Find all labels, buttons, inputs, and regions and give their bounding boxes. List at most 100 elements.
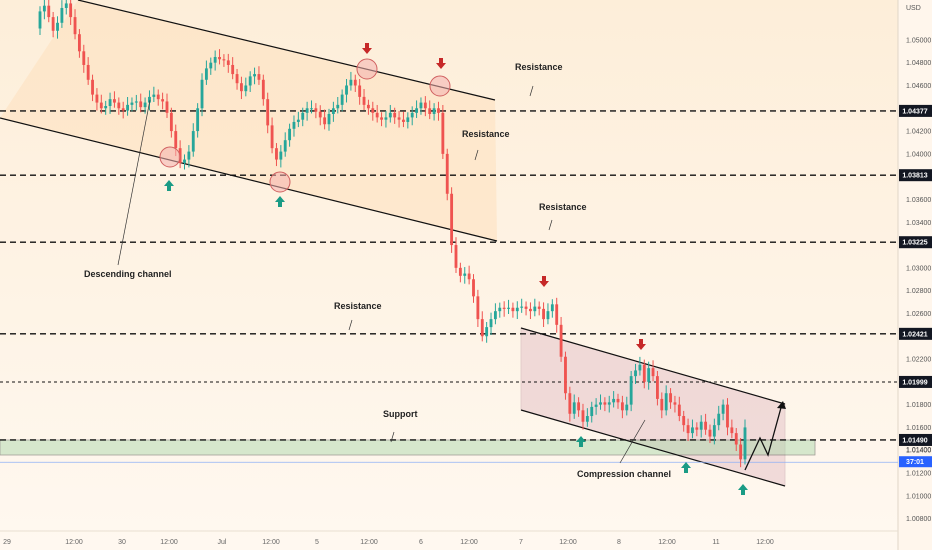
candle-body[interactable] (275, 148, 278, 160)
candle-body[interactable] (64, 3, 68, 8)
candle-body[interactable] (660, 398, 664, 411)
candle-body[interactable] (734, 433, 738, 445)
candle-body[interactable] (629, 376, 633, 405)
candle-body[interactable] (77, 34, 81, 52)
candle-body[interactable] (739, 444, 743, 460)
candle-body[interactable] (642, 364, 646, 382)
candle-body[interactable] (691, 427, 694, 434)
candle-body[interactable] (51, 17, 55, 31)
candle-body[interactable] (371, 108, 375, 113)
candle-body[interactable] (529, 308, 532, 312)
candle-body[interactable] (419, 102, 423, 109)
candle-body[interactable] (375, 112, 379, 118)
candle-body[interactable] (542, 308, 545, 320)
candle-body[interactable] (314, 108, 318, 112)
candle-body[interactable] (200, 79, 204, 109)
candle-body[interactable] (42, 5, 46, 12)
candle-body[interactable] (152, 94, 156, 97)
candle-body[interactable] (651, 368, 655, 377)
candle-body[interactable] (655, 376, 659, 399)
candle-body[interactable] (60, 7, 64, 23)
candle-body[interactable] (358, 85, 362, 97)
candle-body[interactable] (108, 99, 112, 106)
candle-body[interactable] (231, 64, 235, 75)
candle-body[interactable] (559, 324, 563, 357)
candle-body[interactable] (349, 79, 353, 86)
candle-body[interactable] (244, 85, 248, 92)
candle-body[interactable] (664, 393, 668, 411)
candle-body[interactable] (638, 364, 642, 371)
candle-body[interactable] (634, 370, 637, 377)
candle-body[interactable] (458, 267, 462, 276)
candle-body[interactable] (187, 151, 191, 160)
candle-body[interactable] (226, 60, 230, 65)
candle-body[interactable] (126, 104, 130, 111)
candle-body[interactable] (603, 402, 607, 405)
candle-body[interactable] (428, 108, 432, 114)
candle-body[interactable] (143, 102, 147, 108)
candle-body[interactable] (445, 153, 449, 194)
candle-body[interactable] (266, 99, 270, 126)
candle-body[interactable] (480, 319, 484, 337)
candle-body[interactable] (174, 131, 178, 149)
candle-body[interactable] (568, 393, 572, 414)
candle-body[interactable] (520, 306, 524, 308)
candle-body[interactable] (454, 245, 458, 268)
candle-body[interactable] (310, 108, 313, 110)
candle-body[interactable] (432, 108, 436, 114)
candle-body[interactable] (695, 427, 699, 430)
candle-body[interactable] (515, 307, 519, 312)
candle-body[interactable] (673, 402, 677, 405)
candle-body[interactable] (318, 111, 322, 118)
candle-body[interactable] (564, 356, 567, 394)
candle-body[interactable] (296, 119, 300, 122)
candle-body[interactable] (204, 68, 208, 80)
candle-body[interactable] (682, 416, 686, 426)
candle-body[interactable] (717, 413, 721, 426)
candle-body[interactable] (502, 307, 506, 309)
candle-body[interactable] (507, 307, 510, 309)
candle-body[interactable] (415, 108, 419, 113)
candle-body[interactable] (235, 74, 239, 84)
candle-body[interactable] (397, 117, 401, 120)
candle-body[interactable] (305, 108, 309, 113)
candle-body[interactable] (572, 402, 576, 414)
candle-body[interactable] (467, 273, 471, 280)
candle-body[interactable] (721, 404, 725, 414)
candle-body[interactable] (222, 59, 226, 61)
candle-body[interactable] (380, 117, 383, 120)
candle-body[interactable] (191, 131, 195, 152)
candle-body[interactable] (117, 102, 121, 109)
candle-body[interactable] (704, 421, 708, 430)
candle-body[interactable] (47, 5, 51, 18)
candle-body[interactable] (533, 306, 537, 312)
candle-body[interactable] (261, 79, 265, 100)
candle-body[interactable] (612, 398, 616, 403)
candle-body[interactable] (113, 99, 116, 103)
candle-body[interactable] (288, 128, 292, 141)
candle-body[interactable] (384, 117, 388, 120)
candle-body[interactable] (686, 425, 690, 434)
candle-body[interactable] (279, 151, 283, 160)
candle-body[interactable] (555, 304, 559, 325)
candle-body[interactable] (423, 102, 427, 109)
candle-body[interactable] (327, 113, 331, 125)
candle-body[interactable] (362, 96, 366, 105)
candle-body[interactable] (82, 51, 86, 65)
candle-body[interactable] (56, 22, 59, 31)
candle-body[interactable] (183, 159, 186, 163)
candle-body[interactable] (104, 106, 108, 109)
candle-body[interactable] (345, 85, 348, 95)
candle-body[interactable] (69, 3, 73, 18)
candle-body[interactable] (283, 140, 287, 152)
candle-body[interactable] (292, 121, 296, 129)
candle-body[interactable] (441, 112, 445, 154)
candle-body[interactable] (130, 102, 134, 105)
candle-body[interactable] (169, 112, 173, 132)
candle-body[interactable] (498, 307, 502, 312)
candle-body[interactable] (353, 79, 357, 86)
candle-body[interactable] (511, 307, 515, 312)
candle-body[interactable] (743, 427, 747, 460)
candle-body[interactable] (331, 108, 335, 114)
